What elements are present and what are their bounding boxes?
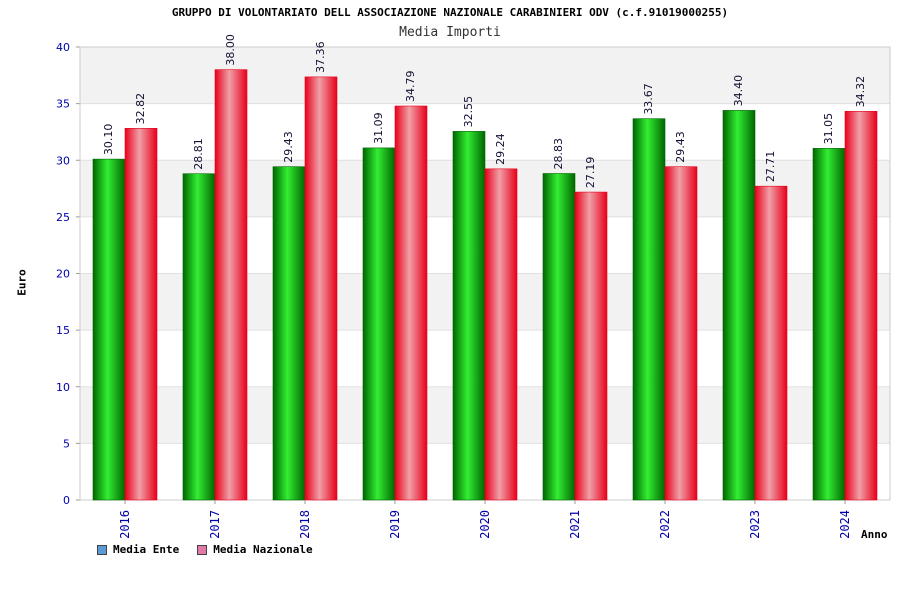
legend-item-ente: Media Ente <box>97 543 179 556</box>
data-label-ente: 33.67 <box>642 83 655 115</box>
y-tick-label: 15 <box>56 324 70 337</box>
data-label-nazionale: 34.32 <box>854 76 867 108</box>
bar-nazionale <box>394 105 428 501</box>
data-label-ente: 29.43 <box>282 131 295 163</box>
x-tick-label: 2016 <box>118 510 132 539</box>
bar-nazionale <box>844 111 878 501</box>
bar-nazionale <box>664 166 698 501</box>
legend: Media Ente Media Nazionale <box>97 543 313 556</box>
bar-ente <box>542 173 576 501</box>
x-tick-label: 2024 <box>838 510 852 539</box>
legend-swatch-nazionale <box>197 544 208 555</box>
y-tick-label: 20 <box>56 268 70 281</box>
bar-nazionale <box>214 69 248 501</box>
legend-label-nazionale: Media Nazionale <box>213 543 313 556</box>
bar-ente <box>812 148 846 501</box>
bar-nazionale <box>484 168 518 501</box>
chart-title: GRUPPO DI VOLONTARIATO DELL ASSOCIAZIONE… <box>171 6 729 19</box>
data-label-nazionale: 32.82 <box>134 93 147 125</box>
x-tick-label: 2017 <box>208 510 222 539</box>
data-label-nazionale: 27.19 <box>584 157 597 189</box>
bar-nazionale <box>124 128 158 501</box>
data-label-nazionale: 29.24 <box>494 133 507 165</box>
bar-ente <box>632 118 666 501</box>
data-label-ente: 31.09 <box>372 112 385 144</box>
x-axis-label: Anno <box>861 528 888 541</box>
bar-nazionale <box>754 185 788 501</box>
y-tick-label: 25 <box>56 211 70 224</box>
legend-item-nazionale: Media Nazionale <box>197 543 313 556</box>
data-label-nazionale: 34.79 <box>404 71 417 103</box>
x-tick-label: 2022 <box>658 510 672 539</box>
bar-ente <box>272 166 306 501</box>
bar-ente <box>362 147 396 501</box>
data-label-nazionale: 27.71 <box>764 151 777 183</box>
y-tick-label: 10 <box>56 381 70 394</box>
bar-ente <box>452 131 486 501</box>
y-tick-label: 40 <box>56 41 70 54</box>
data-label-ente: 31.05 <box>822 113 835 145</box>
data-label-ente: 32.55 <box>462 96 475 128</box>
data-label-nazionale: 37.36 <box>314 41 327 73</box>
y-tick-label: 35 <box>56 98 70 111</box>
bar-ente <box>92 158 126 501</box>
bar-ente <box>182 173 216 501</box>
chart-subtitle: Media Importi <box>399 25 501 40</box>
data-label-ente: 28.81 <box>192 138 205 170</box>
bar-nazionale <box>574 191 608 501</box>
data-label-nazionale: 38.00 <box>224 34 237 66</box>
legend-swatch-ente <box>97 544 107 555</box>
y-tick-label: 0 <box>63 494 70 507</box>
data-label-ente: 30.10 <box>102 124 115 156</box>
x-tick-label: 2023 <box>748 510 762 539</box>
x-tick-label: 2021 <box>568 510 582 539</box>
x-tick-label: 2020 <box>478 510 492 539</box>
bar-ente <box>722 110 756 501</box>
data-label-nazionale: 29.43 <box>674 131 687 163</box>
y-tick-label: 5 <box>63 437 70 450</box>
y-tick-label: 30 <box>56 154 70 167</box>
grid-band <box>80 47 890 104</box>
x-tick-label: 2018 <box>298 510 312 539</box>
bar-nazionale <box>304 76 338 501</box>
data-label-ente: 28.83 <box>552 138 565 170</box>
data-label-ente: 34.40 <box>732 75 745 107</box>
legend-label-ente: Media Ente <box>113 543 180 556</box>
x-tick-label: 2019 <box>388 510 402 539</box>
